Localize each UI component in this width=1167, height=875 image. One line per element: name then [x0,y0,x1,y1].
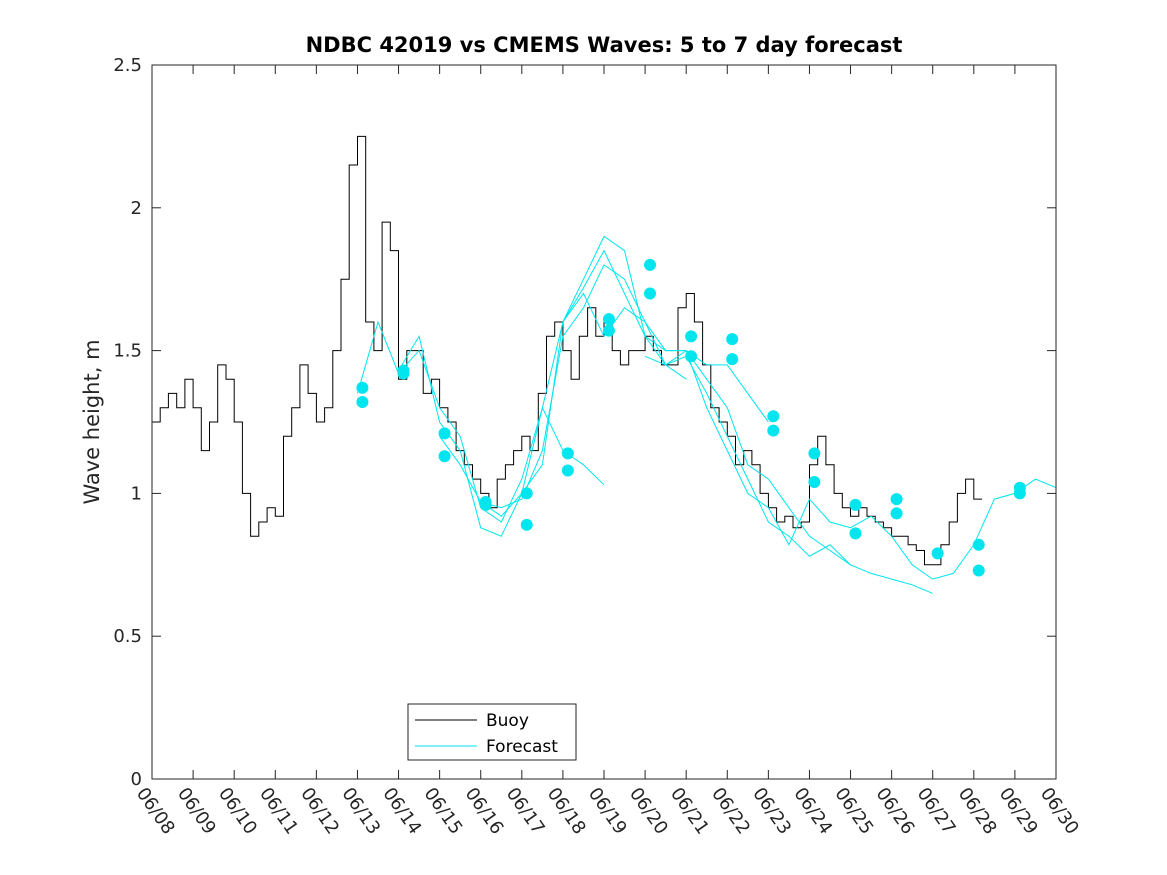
plot-area [152,65,1056,779]
chart-title: NDBC 42019 vs CMEMS Waves: 5 to 7 day fo… [306,33,903,57]
forecast-series-line [439,264,769,509]
y-tick-label: 1 [131,483,142,504]
forecast-point [972,538,985,551]
forecast-point [685,350,698,363]
y-axis: 0 0.5 1 1.5 2 2.5 [113,55,1056,790]
y-tick-label: 1.5 [113,341,142,362]
y-tick-label: 0 [131,769,142,790]
forecast-point [726,353,739,366]
forecast-point [356,396,369,409]
forecast-point [767,424,780,437]
series-layer [152,135,1057,594]
forecast-point [849,498,862,511]
forecast-point [849,527,862,540]
forecast-point [890,507,903,520]
forecast-point [644,258,657,271]
forecast-point [438,450,451,463]
legend-box [407,703,577,761]
y-tick-label: 2 [131,198,142,219]
forecast-series-line [480,249,851,566]
y-axis-label: Wave height, m [80,339,104,504]
y-tick-label: 2.5 [113,55,142,76]
forecast-series-line [562,235,933,594]
forecast-point [602,313,615,326]
forecast-point [685,330,698,343]
forecast-point [561,464,574,477]
forecast-point [561,447,574,460]
y-tick-label: 0.5 [113,626,142,647]
forecast-point [890,493,903,506]
forecast-point [520,487,533,500]
forecast-point [479,498,492,511]
legend-forecast-label: Forecast [486,737,558,757]
forecast-point [644,287,657,300]
forecast-point [438,427,451,440]
forecast-point [520,518,533,531]
legend: Buoy Forecast [407,703,577,761]
forecast-point [397,367,410,380]
forecast-point [356,381,369,394]
forecast-point [602,324,615,337]
forecast-point [1013,487,1026,500]
forecast-point [726,333,739,346]
forecast-point [931,547,944,560]
forecast-point [808,447,821,460]
plot-frame [151,64,1057,780]
forecast-point [972,564,985,577]
forecast-point [808,475,821,488]
legend-buoy-label: Buoy [486,711,529,731]
forecast-series-line [644,349,1057,580]
forecast-point [767,410,780,423]
